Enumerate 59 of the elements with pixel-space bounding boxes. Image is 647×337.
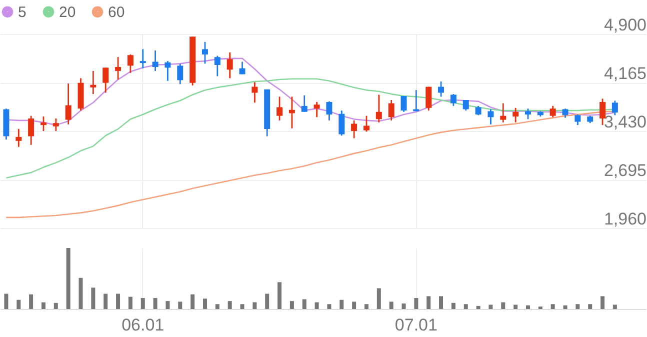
x-tick-label: 07.01 — [394, 316, 438, 334]
y-tick-label: 4,900 — [604, 16, 646, 34]
bar — [563, 305, 568, 309]
y-tick-label: 4,165 — [604, 64, 646, 83]
bar — [514, 304, 518, 309]
legend-label: 5 — [18, 4, 26, 21]
bar — [54, 302, 58, 309]
bar — [178, 302, 182, 309]
bar — [240, 304, 244, 309]
legend-label: 20 — [59, 4, 76, 21]
bar — [66, 248, 70, 309]
bar — [78, 278, 83, 309]
bar — [327, 304, 332, 309]
bar — [526, 305, 530, 309]
bar — [252, 302, 257, 309]
bar — [600, 296, 605, 309]
bar — [153, 298, 158, 309]
bar — [414, 298, 418, 309]
bar — [389, 302, 394, 309]
bar — [588, 304, 592, 309]
y-tick-label: 1,960 — [604, 210, 646, 228]
legend-label: 60 — [108, 4, 125, 21]
bar — [550, 304, 555, 309]
bar — [41, 302, 46, 309]
bar — [128, 296, 132, 309]
bar — [302, 299, 306, 309]
bar — [16, 300, 21, 309]
bar — [464, 304, 468, 309]
bar — [166, 301, 170, 309]
x-tick-label: 06.01 — [122, 316, 164, 334]
bar — [190, 294, 195, 309]
bar — [29, 294, 34, 309]
bar — [91, 288, 96, 309]
bar — [488, 304, 493, 309]
bar — [612, 304, 617, 309]
y-tick-label: 2,695 — [604, 161, 646, 180]
bar — [314, 302, 319, 309]
bar — [476, 306, 480, 309]
bar — [501, 302, 506, 309]
bar — [265, 294, 270, 309]
bar — [451, 302, 456, 309]
bar — [104, 294, 108, 309]
bar — [426, 296, 431, 309]
bar — [215, 304, 220, 309]
bar — [439, 296, 444, 309]
bar — [278, 282, 282, 309]
bar — [116, 294, 120, 309]
bar — [576, 304, 580, 309]
bar — [202, 298, 207, 309]
bar — [140, 298, 145, 309]
bar — [4, 294, 8, 309]
bar — [228, 301, 232, 309]
bar — [290, 301, 294, 309]
y-tick-label: 3,430 — [604, 112, 646, 132]
bar — [376, 288, 381, 309]
bar — [364, 304, 368, 309]
bar — [340, 300, 344, 309]
bar — [402, 304, 406, 309]
bar — [352, 302, 356, 309]
